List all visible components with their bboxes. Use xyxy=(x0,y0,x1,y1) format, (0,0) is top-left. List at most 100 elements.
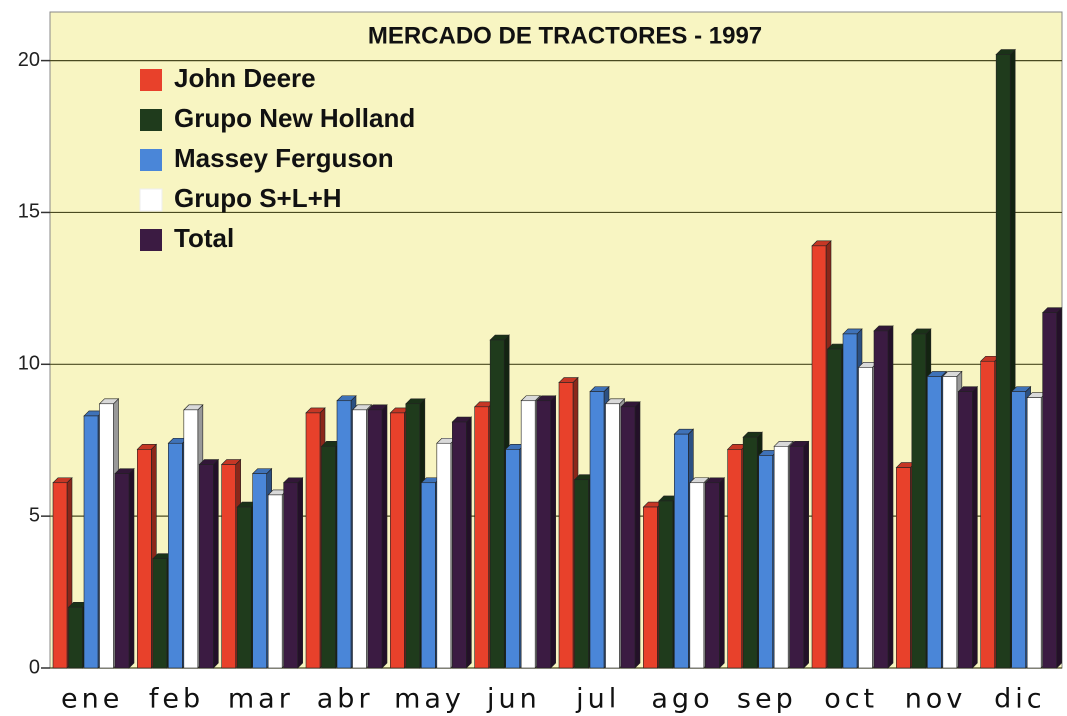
bar xyxy=(658,500,674,669)
bar xyxy=(352,409,367,669)
bar xyxy=(474,406,489,669)
bar xyxy=(789,445,804,669)
bar xyxy=(452,421,467,669)
bar xyxy=(336,400,352,669)
bar xyxy=(827,348,842,669)
bar xyxy=(367,409,383,669)
bar-side xyxy=(213,458,219,669)
bar xyxy=(980,360,995,669)
bar xyxy=(405,403,421,669)
bar xyxy=(252,473,267,669)
bar-side xyxy=(550,395,556,669)
bar xyxy=(689,482,705,669)
bar xyxy=(421,482,436,669)
bar xyxy=(942,376,958,669)
bar xyxy=(83,415,99,669)
bar xyxy=(137,449,152,669)
bar xyxy=(199,464,214,669)
bar xyxy=(536,400,551,669)
bar xyxy=(283,482,298,669)
x-tick-label: sep xyxy=(737,684,797,715)
bar xyxy=(896,467,911,669)
legend-swatch xyxy=(140,109,162,131)
bar xyxy=(705,482,720,669)
bar xyxy=(489,339,505,669)
bar xyxy=(842,333,858,669)
x-tick-label: nov xyxy=(905,684,967,715)
bar xyxy=(558,382,574,669)
bar-side xyxy=(634,401,641,669)
bar-side xyxy=(887,325,894,669)
legend-label: Total xyxy=(174,223,234,253)
legend-swatch xyxy=(140,229,162,251)
legend-swatch xyxy=(140,69,162,91)
x-tick-label: jul xyxy=(575,684,620,715)
bar xyxy=(221,464,236,669)
bar xyxy=(99,403,114,669)
bar xyxy=(1011,391,1026,669)
bar xyxy=(674,433,689,669)
bar xyxy=(995,54,1011,669)
bar xyxy=(520,400,536,669)
bar-side xyxy=(972,385,978,669)
bar xyxy=(152,558,168,669)
bar-side xyxy=(803,440,809,669)
x-tick-label: jun xyxy=(486,684,541,715)
bar xyxy=(267,494,283,669)
x-tick-label: dic xyxy=(994,684,1046,715)
legend-swatch xyxy=(139,188,163,212)
y-tick-label: 15 xyxy=(18,201,40,223)
bar xyxy=(758,455,773,669)
bar-side xyxy=(381,404,388,669)
x-tick-label: oct xyxy=(824,684,878,715)
bar xyxy=(52,482,68,669)
bar xyxy=(305,412,321,669)
bar xyxy=(68,606,83,669)
y-tick-label: 0 xyxy=(29,656,40,678)
bar-side xyxy=(297,477,303,669)
x-tick-label: abr xyxy=(317,684,374,715)
bar xyxy=(1042,312,1057,669)
bar xyxy=(811,245,827,669)
x-tick-label: ago xyxy=(651,684,713,715)
bar-side xyxy=(1056,306,1062,669)
bar xyxy=(321,445,336,669)
bar xyxy=(727,449,742,669)
y-tick-label: 10 xyxy=(18,353,40,375)
bar xyxy=(168,442,183,669)
y-tick-label: 5 xyxy=(29,504,40,526)
bar xyxy=(436,442,452,669)
bar xyxy=(643,506,658,669)
bar xyxy=(620,406,636,669)
bar xyxy=(742,436,758,669)
x-tick-label: may xyxy=(394,684,465,715)
chart-title: MERCADO DE TRACTORES - 1997 xyxy=(368,22,762,49)
bar-side xyxy=(466,416,472,669)
bar xyxy=(911,333,927,669)
legend-label: John Deere xyxy=(174,63,316,93)
plot-area xyxy=(49,11,1063,669)
bar xyxy=(236,506,252,669)
bar xyxy=(390,412,405,669)
bar xyxy=(183,409,199,669)
bar xyxy=(574,479,589,669)
x-tick-label: feb xyxy=(149,684,204,715)
legend-label: Grupo S+L+H xyxy=(174,183,342,213)
bar-side xyxy=(719,477,725,669)
bar xyxy=(927,376,942,669)
bar xyxy=(873,330,889,669)
legend-label: Massey Ferguson xyxy=(174,143,394,173)
legend-label: Grupo New Holland xyxy=(174,103,415,133)
bar xyxy=(605,403,620,669)
bar xyxy=(958,391,973,669)
x-tick-label: ene xyxy=(61,684,123,715)
bar xyxy=(1026,397,1042,669)
bar xyxy=(114,473,130,669)
bar xyxy=(858,367,873,669)
bar xyxy=(589,391,605,669)
y-tick-label: 20 xyxy=(18,49,40,71)
bar xyxy=(505,449,520,669)
bar-side xyxy=(128,467,135,669)
legend-swatch xyxy=(140,149,162,171)
